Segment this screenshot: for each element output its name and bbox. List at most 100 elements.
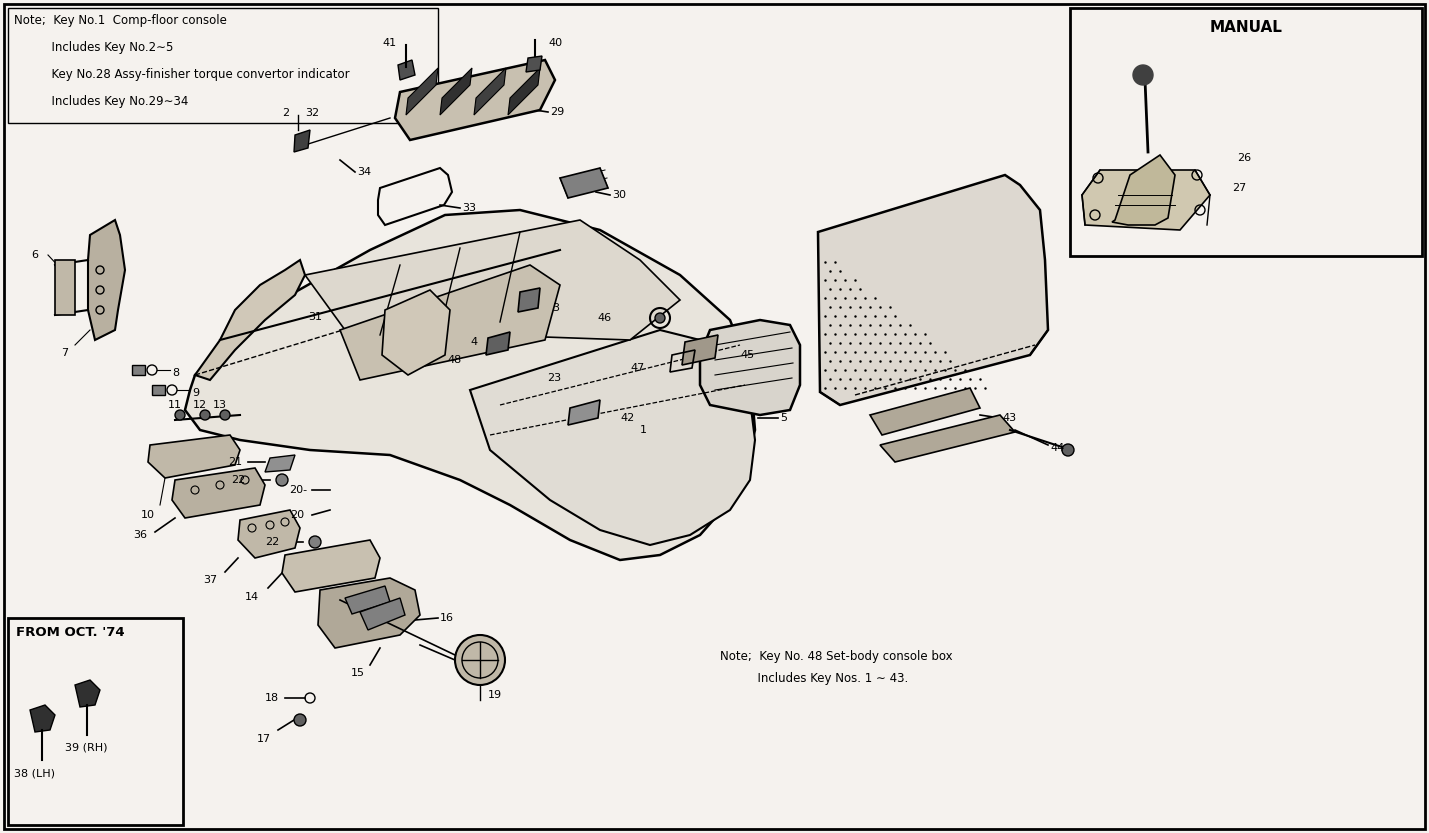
Text: 33: 33 bbox=[462, 203, 476, 213]
Polygon shape bbox=[360, 598, 404, 630]
Circle shape bbox=[1062, 444, 1075, 456]
Polygon shape bbox=[340, 265, 560, 380]
Text: Includes Key No.29∼34: Includes Key No.29∼34 bbox=[14, 95, 189, 108]
Text: 30: 30 bbox=[612, 190, 626, 200]
Text: 46: 46 bbox=[597, 313, 612, 323]
Bar bbox=[9, 8, 439, 123]
Polygon shape bbox=[239, 510, 300, 558]
Text: 34: 34 bbox=[357, 167, 372, 177]
Polygon shape bbox=[184, 210, 755, 560]
Polygon shape bbox=[474, 68, 506, 115]
Text: 4: 4 bbox=[470, 337, 477, 347]
Text: 16: 16 bbox=[440, 613, 454, 623]
Text: Note;  Key No. 48 Set-body console box: Note; Key No. 48 Set-body console box bbox=[720, 650, 953, 663]
Text: 12: 12 bbox=[193, 400, 207, 410]
Polygon shape bbox=[54, 260, 74, 315]
Text: 44: 44 bbox=[1050, 443, 1065, 453]
Polygon shape bbox=[1082, 170, 1210, 230]
Text: 15: 15 bbox=[352, 668, 364, 678]
Text: 27: 27 bbox=[1232, 183, 1246, 193]
Polygon shape bbox=[294, 130, 310, 152]
Circle shape bbox=[454, 635, 504, 685]
Circle shape bbox=[294, 714, 306, 726]
Polygon shape bbox=[319, 578, 420, 648]
Polygon shape bbox=[560, 168, 607, 198]
Text: 41: 41 bbox=[383, 38, 397, 48]
Text: 39 (RH): 39 (RH) bbox=[64, 743, 107, 753]
Text: 14: 14 bbox=[244, 592, 259, 602]
Text: 38 (LH): 38 (LH) bbox=[14, 768, 54, 778]
Text: 10: 10 bbox=[141, 510, 154, 520]
Text: 31: 31 bbox=[309, 312, 322, 322]
Text: 42: 42 bbox=[620, 413, 634, 423]
Text: 23: 23 bbox=[547, 373, 562, 383]
Text: 32: 32 bbox=[304, 108, 319, 118]
Polygon shape bbox=[74, 680, 100, 707]
Text: 7: 7 bbox=[61, 348, 69, 358]
Text: 18: 18 bbox=[264, 693, 279, 703]
Polygon shape bbox=[89, 220, 124, 340]
Polygon shape bbox=[304, 220, 680, 340]
Polygon shape bbox=[151, 385, 164, 395]
Text: 40: 40 bbox=[547, 38, 562, 48]
Circle shape bbox=[654, 313, 664, 323]
Text: 6: 6 bbox=[31, 250, 39, 260]
Polygon shape bbox=[700, 320, 800, 415]
Text: 22: 22 bbox=[231, 475, 246, 485]
Polygon shape bbox=[171, 468, 264, 518]
Text: Includes Key Nos. 1 ∼ 43.: Includes Key Nos. 1 ∼ 43. bbox=[720, 672, 909, 685]
Text: 5: 5 bbox=[780, 413, 787, 423]
Circle shape bbox=[276, 474, 289, 486]
Polygon shape bbox=[817, 175, 1047, 405]
Polygon shape bbox=[406, 68, 439, 115]
Text: 11: 11 bbox=[169, 400, 181, 410]
Text: 21: 21 bbox=[229, 457, 242, 467]
Polygon shape bbox=[30, 705, 54, 732]
Polygon shape bbox=[194, 260, 304, 380]
Polygon shape bbox=[870, 388, 980, 435]
Polygon shape bbox=[507, 68, 540, 115]
Polygon shape bbox=[264, 455, 294, 472]
Polygon shape bbox=[440, 68, 472, 115]
Text: 37: 37 bbox=[203, 575, 217, 585]
Circle shape bbox=[309, 536, 322, 548]
Text: 29: 29 bbox=[550, 107, 564, 117]
Text: 17: 17 bbox=[257, 734, 272, 744]
Polygon shape bbox=[526, 56, 542, 72]
Circle shape bbox=[1133, 65, 1153, 85]
Text: 36: 36 bbox=[133, 530, 147, 540]
Polygon shape bbox=[567, 400, 600, 425]
Polygon shape bbox=[517, 288, 540, 312]
Polygon shape bbox=[282, 540, 380, 592]
Circle shape bbox=[174, 410, 184, 420]
Text: 8: 8 bbox=[171, 368, 179, 378]
Text: 20-: 20- bbox=[289, 485, 307, 495]
Text: 13: 13 bbox=[213, 400, 227, 410]
Polygon shape bbox=[394, 60, 554, 140]
Text: Includes Key No.2∼5: Includes Key No.2∼5 bbox=[14, 41, 173, 54]
Text: 3: 3 bbox=[552, 303, 559, 313]
Polygon shape bbox=[344, 586, 390, 614]
Text: 26: 26 bbox=[1238, 153, 1252, 163]
Polygon shape bbox=[682, 335, 717, 365]
Polygon shape bbox=[149, 435, 240, 478]
Text: MANUAL: MANUAL bbox=[1209, 20, 1282, 35]
Circle shape bbox=[220, 410, 230, 420]
Polygon shape bbox=[382, 290, 450, 375]
Polygon shape bbox=[880, 415, 1015, 462]
Polygon shape bbox=[131, 365, 144, 375]
Text: Note;  Key No.1  Comp-floor console: Note; Key No.1 Comp-floor console bbox=[14, 14, 227, 27]
Circle shape bbox=[200, 410, 210, 420]
Polygon shape bbox=[399, 60, 414, 80]
Text: FROM OCT. '74: FROM OCT. '74 bbox=[16, 626, 124, 639]
Text: 2: 2 bbox=[283, 108, 290, 118]
Bar bbox=[1070, 8, 1422, 256]
Text: 45: 45 bbox=[740, 350, 755, 360]
Text: 48: 48 bbox=[447, 355, 462, 365]
Text: 20: 20 bbox=[290, 510, 304, 520]
Text: Key No.28 Assy-finisher torque convertor indicator: Key No.28 Assy-finisher torque convertor… bbox=[14, 68, 350, 81]
Bar bbox=[9, 618, 183, 825]
Text: 22: 22 bbox=[264, 537, 279, 547]
Text: 47: 47 bbox=[630, 363, 644, 373]
Polygon shape bbox=[1112, 155, 1175, 225]
